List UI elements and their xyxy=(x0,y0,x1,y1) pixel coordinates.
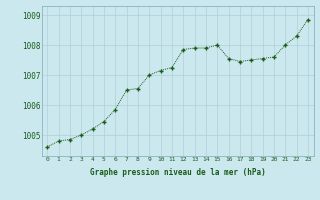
X-axis label: Graphe pression niveau de la mer (hPa): Graphe pression niveau de la mer (hPa) xyxy=(90,168,266,177)
